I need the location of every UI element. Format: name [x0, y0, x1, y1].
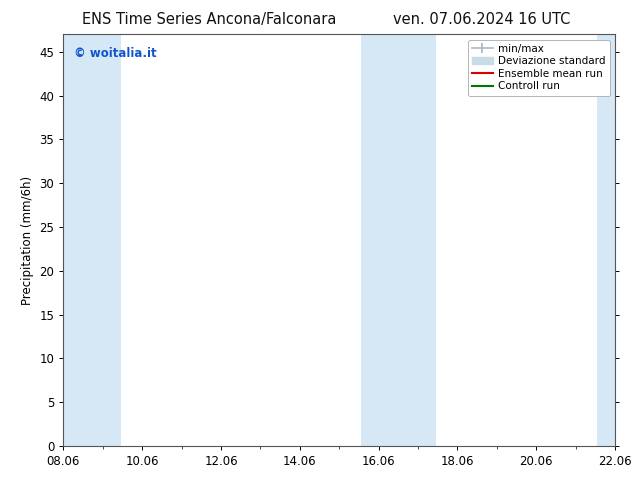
Bar: [361, 34, 436, 446]
Legend: min/max, Deviazione standard, Ensemble mean run, Controll run: min/max, Deviazione standard, Ensemble m…: [468, 40, 610, 96]
Text: ven. 07.06.2024 16 UTC: ven. 07.06.2024 16 UTC: [393, 12, 571, 27]
Text: © woitalia.it: © woitalia.it: [74, 47, 157, 60]
Text: ENS Time Series Ancona/Falconara: ENS Time Series Ancona/Falconara: [82, 12, 337, 27]
Bar: [597, 34, 617, 446]
Bar: [61, 34, 120, 446]
Y-axis label: Precipitation (mm/6h): Precipitation (mm/6h): [21, 175, 34, 305]
